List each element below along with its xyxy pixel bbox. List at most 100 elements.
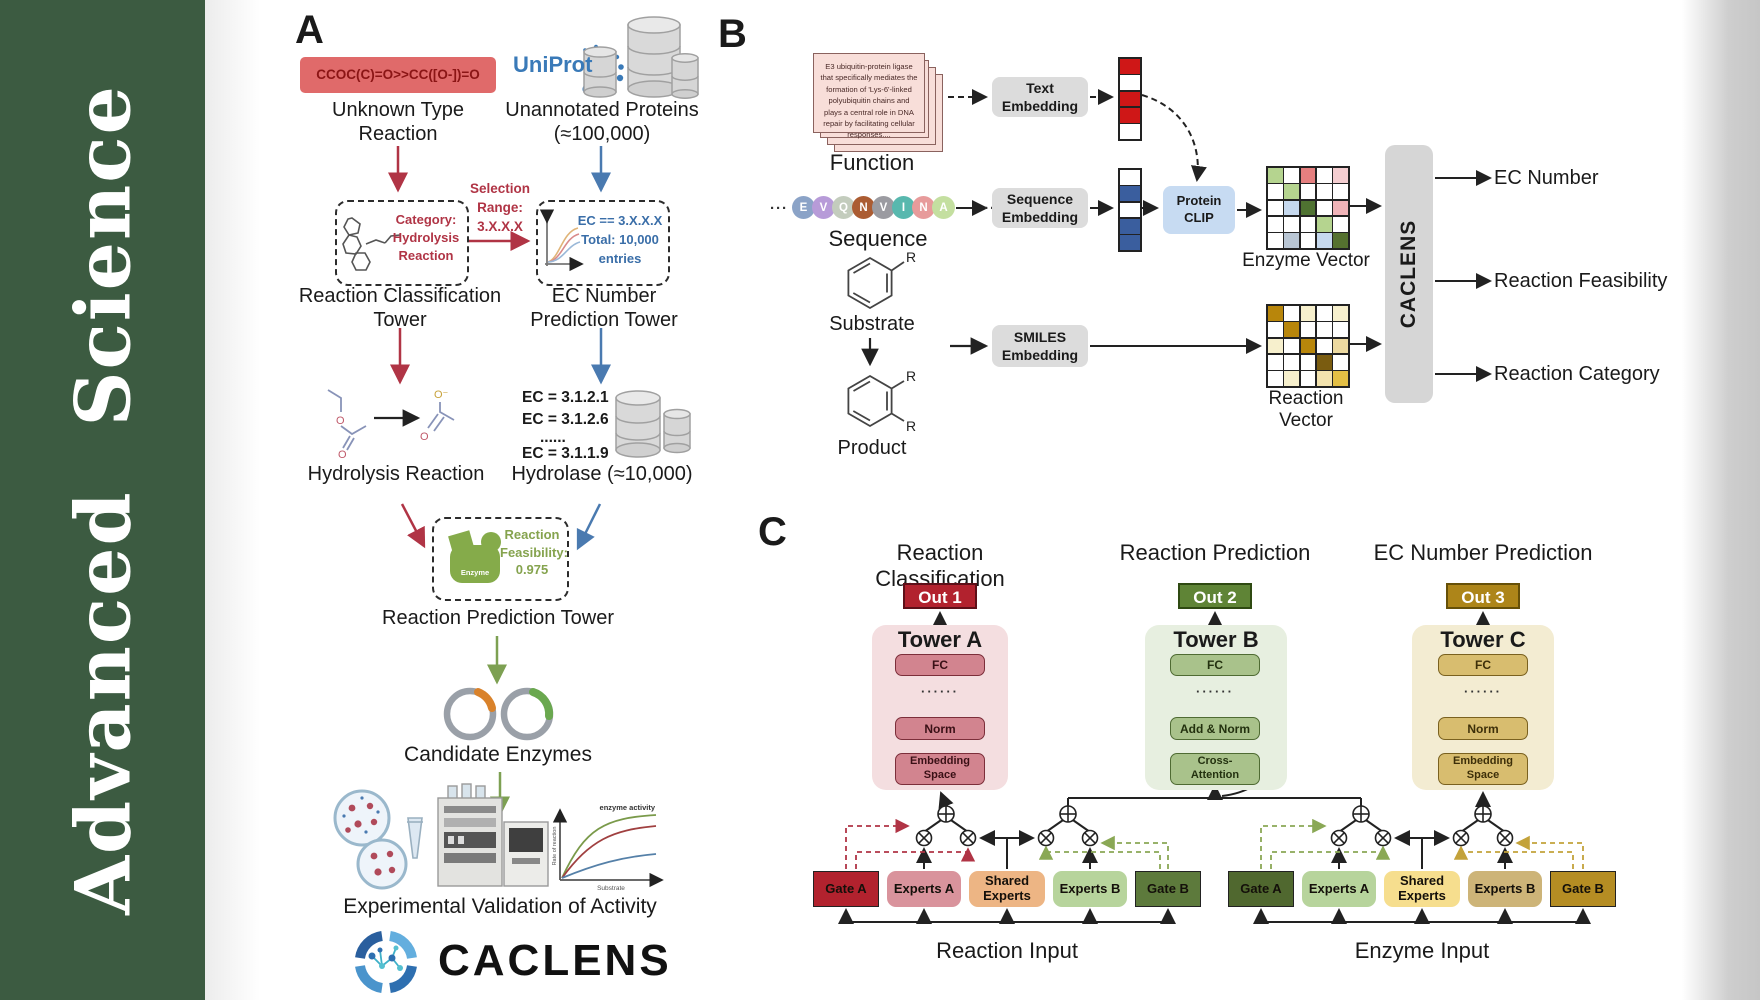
panelB-label: B [718,12,747,56]
sequence-residue: Q [832,196,855,219]
vector-cell [1300,184,1316,200]
vector-cell [1316,306,1332,321]
category-text: Category: Hydrolysis Reaction [392,212,460,264]
output-reaction-category: Reaction Category [1494,363,1660,385]
experimental-validation-label: Experimental Validation of Activity [343,895,657,918]
vector-cell [1300,306,1316,321]
otimes-node [959,829,977,847]
protein-clip-box: Protein CLIP [1163,186,1235,234]
substituent-r: R [906,418,916,434]
vector-cell [1284,354,1300,370]
hplc-instrument-icon [437,783,549,887]
hydrolysis-reaction-label: Hydrolysis Reaction [307,463,485,485]
reaction-vector-grid [1266,304,1350,388]
text-embedding-box: Text Embedding [992,77,1088,117]
ec-range-text: EC == 3.X.X.X Total: 10,000 entries [577,213,663,266]
atom-o: O [420,431,429,443]
vector-cell [1284,233,1300,248]
vector-cell [1284,200,1300,216]
vector-cell [1120,170,1140,185]
database-stack-icon [583,16,699,99]
vector-cell [1120,124,1140,139]
otimes-node [1452,829,1470,847]
atom-o: O [336,415,345,427]
vector-cell [1316,233,1332,248]
enzyme-gate-a: Gate A [1228,871,1294,907]
header-reaction-prediction: Reaction Prediction [1119,540,1311,565]
otimes-node [1374,829,1392,847]
vector-cell [1268,338,1283,354]
vector-cell [1268,216,1283,232]
chart-title: enzyme activity [600,803,656,812]
vector-cell [1120,107,1140,123]
tower-c-embedding-space: Embedding Space [1438,753,1528,785]
smiles-reaction-box: CCOC(C)=O>>CC([O-])=O [300,57,496,93]
vector-cell [1268,371,1283,386]
plasmid-icons [443,687,554,741]
reaction-experts-b: Experts B [1053,871,1127,907]
vector-cell [1316,338,1332,354]
vector-cell [1316,216,1332,232]
chart-xlabel: Substrate [597,885,625,892]
hydrolase-label: Hydrolase (≈10,000) [511,463,693,485]
vector-cell [1300,354,1316,370]
otimes-node [1037,829,1055,847]
unannotated-proteins-label: Unannotated Proteins (≈100,000) [505,99,699,146]
ec-candidate-1: EC = 3.1.2.1 [522,389,609,406]
chart-ylabel: Rate of reaction [552,827,558,866]
oplus-node [937,805,955,823]
smiles-embedding-box: SMILES Embedding [992,325,1088,367]
vector-cell [1284,184,1300,200]
enzyme-vector-label: Enzyme Vector [1242,250,1370,271]
reaction-gate-b: Gate B [1135,871,1201,907]
page-left-shadow [205,0,260,1000]
otimes-node [915,829,933,847]
reaction-experts-a: Experts A [887,871,961,907]
vector-cell [1300,322,1316,338]
sequence-residue: I [892,196,915,219]
tower-b-fc: FC [1170,654,1260,676]
otimes-node [1496,829,1514,847]
candidate-enzymes-label: Candidate Enzymes [404,743,592,766]
vector-cell [1316,354,1332,370]
vector-cell [1268,306,1283,321]
out3-box: Out 3 [1446,583,1520,609]
caclens-model-box [1385,145,1433,403]
function-label: Function [829,150,915,175]
feasibility-dashed-box [432,517,569,601]
vector-cell [1333,216,1348,232]
substrate-label: Substrate [829,313,915,335]
vector-cell [1333,354,1348,370]
reaction-gate-a: Gate A [813,871,879,907]
vector-cell [1316,371,1332,386]
page-right-shadow [1682,0,1760,1000]
tower-c-title: Tower C [1440,627,1526,652]
otimes-node [1081,829,1099,847]
selection-range-label: Selection Range: 3.X.X.X [469,181,531,234]
output-reaction-feasibility: Reaction Feasibility [1494,270,1668,292]
uniprot-logo-text: UniProt [513,52,593,77]
sample-dish-icons [333,789,423,890]
enzyme-shared-experts: Shared Experts [1384,871,1460,907]
caclens-logo [355,931,417,993]
sequence-ellipsis-left: ··· [770,200,788,217]
enzyme-experts-b: Experts B [1468,871,1542,907]
sequence-residue: V [872,196,895,219]
vector-cell [1284,322,1300,338]
math-nodes [915,805,1514,847]
oplus-node [1474,805,1492,823]
text-vector [1118,57,1142,141]
header-ec-number-prediction: EC Number Prediction [1373,540,1593,565]
caclens-model-label: CACLENS [1397,219,1420,329]
out1-box: Out 1 [903,583,977,609]
vector-cell [1268,184,1283,200]
enzyme-icon-label: Enzyme [460,568,490,577]
tower-a-embedding-space: Embedding Space [895,753,985,785]
substituent-r: R [906,368,916,384]
feasibility-text: Reaction Feasibility: 0.975 [500,527,568,578]
journal-word-science: Science [58,84,148,427]
substrate-product-molecules: R R R [847,249,916,434]
caclens-wordmark: CACLENS [438,936,672,985]
vector-cell [1333,200,1348,216]
out2-box: Out 2 [1178,583,1252,609]
